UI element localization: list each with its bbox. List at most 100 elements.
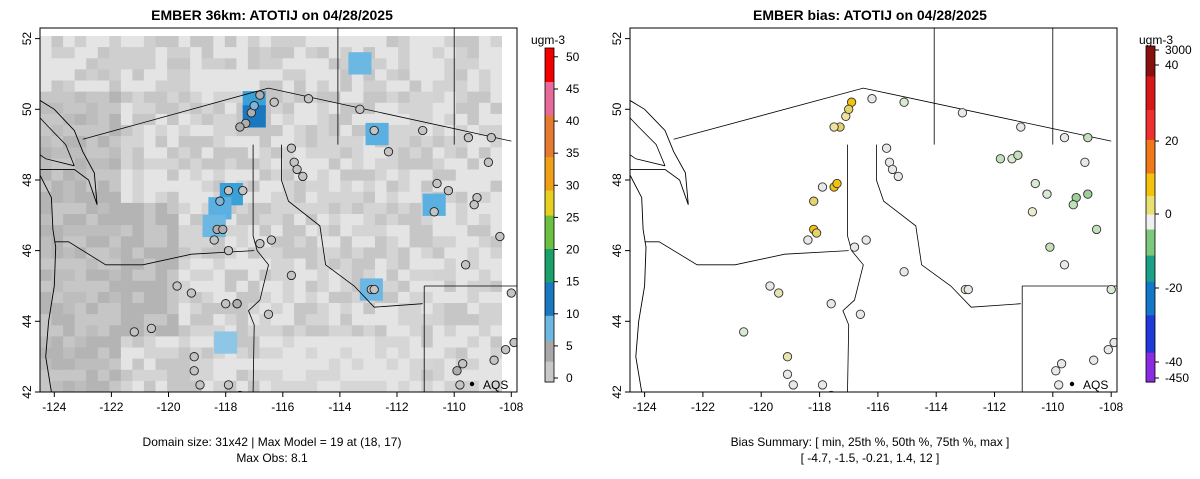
aqs-bias-marker bbox=[811, 228, 822, 238]
right-coastline bbox=[630, 99, 689, 392]
y-tick-label: 46 bbox=[20, 244, 34, 258]
y-tick-label: 52 bbox=[20, 32, 34, 46]
colorbar-swatch bbox=[1146, 352, 1155, 357]
colorbar-swatch bbox=[1146, 258, 1155, 264]
colorbar-swatch bbox=[1146, 176, 1155, 181]
left-state-line-3 bbox=[281, 144, 423, 308]
colorbar-swatch bbox=[1146, 277, 1155, 282]
x-tick-label: -112 bbox=[983, 400, 1006, 414]
aqs-site-marker bbox=[483, 157, 494, 167]
colorbar-swatch bbox=[1146, 270, 1155, 275]
colorbar-swatch bbox=[1146, 46, 1155, 51]
aqs-bias-marker bbox=[1042, 189, 1052, 199]
colorbar-tick-label: -20 bbox=[1165, 281, 1183, 295]
colorbar-swatch bbox=[1146, 299, 1155, 305]
colorbar-swatch bbox=[1146, 240, 1155, 245]
left-coastline bbox=[40, 99, 98, 392]
x-tick-label: -116 bbox=[271, 400, 294, 414]
colorbar-swatch bbox=[1146, 90, 1155, 96]
colorbar-swatch bbox=[1146, 311, 1155, 316]
right-colorbar-unit: ugm-3 bbox=[1139, 33, 1173, 47]
left-colorbar: 0 5 10 15 20 25 30 35 40 45 50 bbox=[544, 47, 580, 385]
colorbar-swatch bbox=[1146, 214, 1155, 219]
aqs-site-marker bbox=[266, 235, 277, 245]
colorbar-swatch bbox=[1146, 262, 1155, 267]
colorbar-swatch bbox=[1146, 187, 1155, 193]
aqs-site-marker bbox=[255, 90, 265, 100]
x-tick-label: -114 bbox=[328, 400, 351, 414]
aqs-bias-marker bbox=[828, 390, 835, 392]
colorbar-swatch bbox=[545, 265, 554, 270]
aqs-bias-marker bbox=[774, 288, 784, 298]
aqs-bias-marker bbox=[788, 380, 798, 390]
x-tick-label: -108 bbox=[499, 400, 523, 414]
x-tick-label: -108 bbox=[1099, 400, 1123, 414]
colorbar-swatch bbox=[545, 81, 554, 87]
colorbar-swatch bbox=[1146, 146, 1155, 152]
colorbar-swatch bbox=[1146, 329, 1155, 334]
colorbar-swatch bbox=[1146, 266, 1155, 271]
colorbar-swatch bbox=[1146, 199, 1155, 204]
colorbar-swatch bbox=[545, 68, 554, 74]
colorbar-swatch bbox=[1146, 75, 1155, 81]
colorbar-tick-label: 25 bbox=[566, 210, 580, 224]
x-tick-label: -120 bbox=[156, 400, 180, 414]
colorbar-swatch bbox=[545, 277, 554, 283]
aqs-bias-marker bbox=[861, 235, 871, 245]
colorbar-swatch bbox=[1146, 210, 1155, 215]
colorbar-swatch bbox=[1146, 303, 1155, 308]
aqs-site-marker bbox=[223, 380, 234, 390]
colorbar-swatch bbox=[545, 135, 554, 141]
aqs-bias-marker bbox=[844, 104, 854, 114]
aqs-site-marker bbox=[369, 284, 379, 295]
left-legend-dot bbox=[469, 381, 475, 387]
colorbar-swatch bbox=[1146, 232, 1155, 237]
aqs-site-marker bbox=[369, 125, 379, 136]
aqs-site-marker bbox=[292, 164, 302, 175]
colorbar-swatch bbox=[1146, 225, 1155, 230]
aqs-site-marker bbox=[215, 196, 225, 206]
y-tick-label: 50 bbox=[20, 102, 34, 116]
aqs-site-marker bbox=[486, 132, 496, 143]
aqs-site-marker bbox=[469, 200, 479, 210]
colorbar-swatch bbox=[545, 169, 554, 174]
aqs-site-marker bbox=[209, 235, 219, 245]
colorbar-swatch bbox=[545, 77, 554, 82]
aqs-site-marker bbox=[232, 299, 242, 309]
colorbar-swatch bbox=[545, 85, 554, 91]
left-panel-title: EMBER 36km: ATOTIJ on 04/28/2025 bbox=[151, 7, 393, 23]
colorbar-swatch bbox=[1146, 247, 1155, 252]
colorbar-swatch bbox=[1146, 98, 1155, 103]
colorbar-swatch bbox=[1146, 161, 1155, 166]
right-footer-line2: [ -4.7, -1.5, -0.21, 1.4, 12 ] bbox=[801, 451, 940, 465]
colorbar-swatch bbox=[1146, 307, 1155, 312]
aqs-site-marker bbox=[463, 132, 474, 143]
colorbar-swatch bbox=[545, 244, 554, 249]
colorbar-swatch bbox=[545, 210, 554, 216]
colorbar-swatch bbox=[545, 323, 554, 329]
left-footer-line2: Max Obs: 8.1 bbox=[236, 451, 308, 465]
aqs-bias-marker bbox=[826, 299, 836, 309]
colorbar-swatch bbox=[545, 294, 554, 300]
aqs-site-marker bbox=[452, 366, 462, 376]
aqs-bias-marker bbox=[1083, 132, 1093, 143]
aqs-site-marker bbox=[418, 125, 428, 136]
aqs-site-marker bbox=[506, 288, 516, 298]
y-tick-label: 46 bbox=[610, 244, 624, 258]
aqs-site-marker bbox=[383, 147, 394, 157]
aqs-site-marker bbox=[223, 185, 234, 196]
colorbar-swatch bbox=[1146, 72, 1155, 77]
colorbar-swatch bbox=[1146, 337, 1155, 342]
aqs-site-marker bbox=[221, 299, 231, 309]
colorbar-swatch bbox=[1146, 281, 1155, 286]
colorbar-swatch bbox=[545, 240, 554, 245]
left-vancouver-island bbox=[40, 117, 75, 167]
colorbar-tick-label: 10 bbox=[566, 307, 580, 321]
aqs-site-marker bbox=[235, 122, 245, 132]
aqs-site-marker bbox=[298, 171, 308, 182]
aqs-site-marker bbox=[263, 309, 274, 319]
colorbar-swatch bbox=[545, 173, 554, 179]
aqs-site-marker bbox=[255, 238, 265, 249]
colorbar-swatch bbox=[1146, 154, 1155, 159]
